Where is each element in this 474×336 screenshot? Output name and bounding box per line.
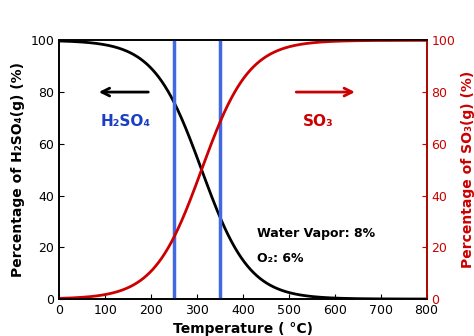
X-axis label: Temperature ( °C): Temperature ( °C) [173, 323, 313, 336]
Y-axis label: Percentage of H₂SO₄(g) (%): Percentage of H₂SO₄(g) (%) [11, 62, 25, 277]
Text: H₂SO₄: H₂SO₄ [100, 114, 151, 129]
Y-axis label: Percentage of SO₃(g) (%): Percentage of SO₃(g) (%) [461, 71, 474, 268]
Text: Water Vapor: 8%: Water Vapor: 8% [257, 226, 375, 240]
Text: SO₃: SO₃ [302, 114, 333, 129]
Text: O₂: 6%: O₂: 6% [257, 252, 303, 265]
